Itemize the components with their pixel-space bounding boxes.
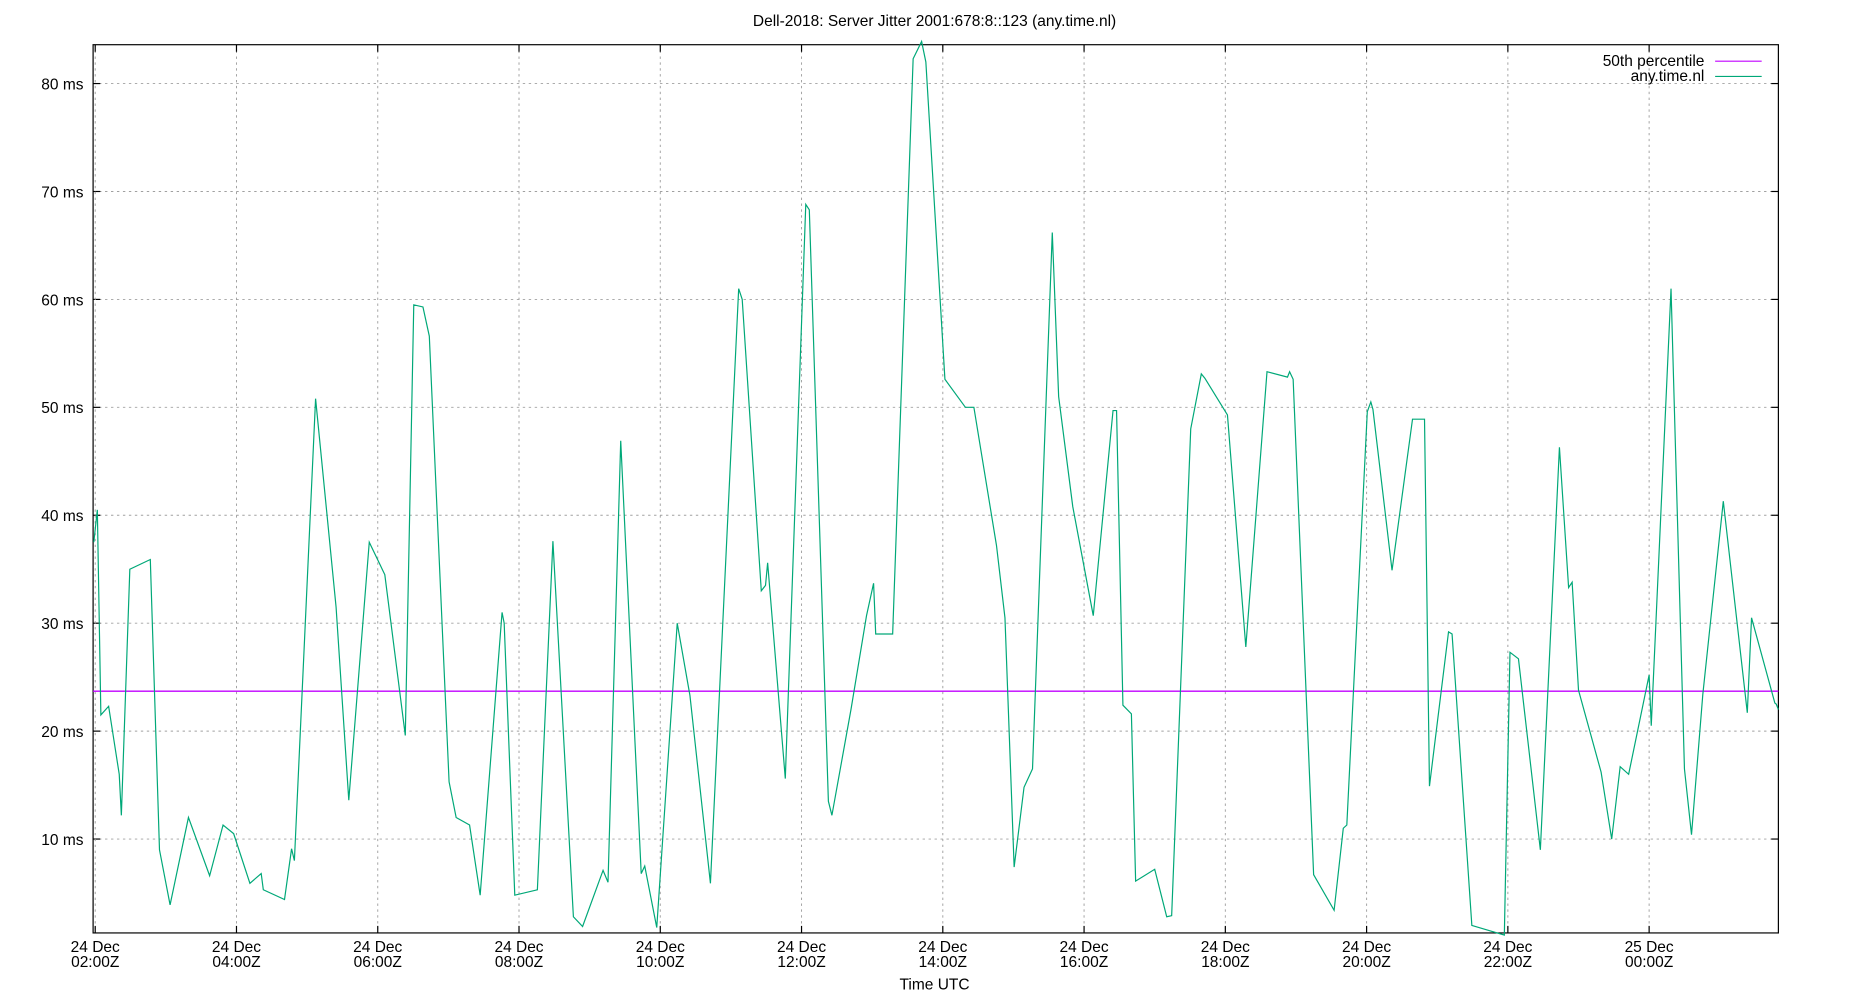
x-tick-label: 24 Dec [777,939,826,956]
x-tick-label: 24 Dec [636,939,685,956]
y-tick-label: 20 ms [41,724,84,741]
x-tick-label: 00:00Z [1625,954,1673,971]
x-tick-label: 02:00Z [71,954,119,971]
x-tick-label: 24 Dec [1060,939,1109,956]
x-tick-label: 22:00Z [1484,954,1532,971]
x-tick-label: 04:00Z [212,954,260,971]
x-tick-label: 20:00Z [1342,954,1390,971]
y-tick-label: 70 ms [41,184,84,201]
x-tick-label: 16:00Z [1060,954,1108,971]
legend-label: 50th percentile [1603,53,1705,70]
x-tick-label: 24 Dec [353,939,402,956]
x-tick-label: 12:00Z [777,954,825,971]
y-tick-label: 40 ms [41,508,84,525]
x-tick-label: 24 Dec [918,939,967,956]
y-tick-label: 10 ms [41,832,84,849]
x-tick-label: 24 Dec [1342,939,1391,956]
x-tick-label: 24 Dec [1201,939,1250,956]
legend-label: any.time.nl [1631,68,1705,85]
y-tick-label: 60 ms [41,292,84,309]
x-tick-label: 14:00Z [919,954,967,971]
x-tick-label: 08:00Z [495,954,543,971]
x-tick-label: 25 Dec [1625,939,1674,956]
x-tick-label: 10:00Z [636,954,684,971]
y-tick-label: 50 ms [41,400,84,417]
x-axis-label: Time UTC [900,977,970,994]
x-tick-label: 06:00Z [354,954,402,971]
x-tick-label: 24 Dec [494,939,543,956]
y-tick-label: 80 ms [41,77,84,94]
x-tick-label: 24 Dec [71,939,120,956]
plot-frame [92,44,1779,934]
x-tick-label: 18:00Z [1201,954,1249,971]
chart-title: Dell-2018: Server Jitter 2001:678:8::123… [753,13,1116,30]
y-tick-label: 30 ms [41,616,84,633]
x-tick-label: 24 Dec [1483,939,1532,956]
x-tick-label: 24 Dec [212,939,261,956]
data-line [93,39,1779,936]
